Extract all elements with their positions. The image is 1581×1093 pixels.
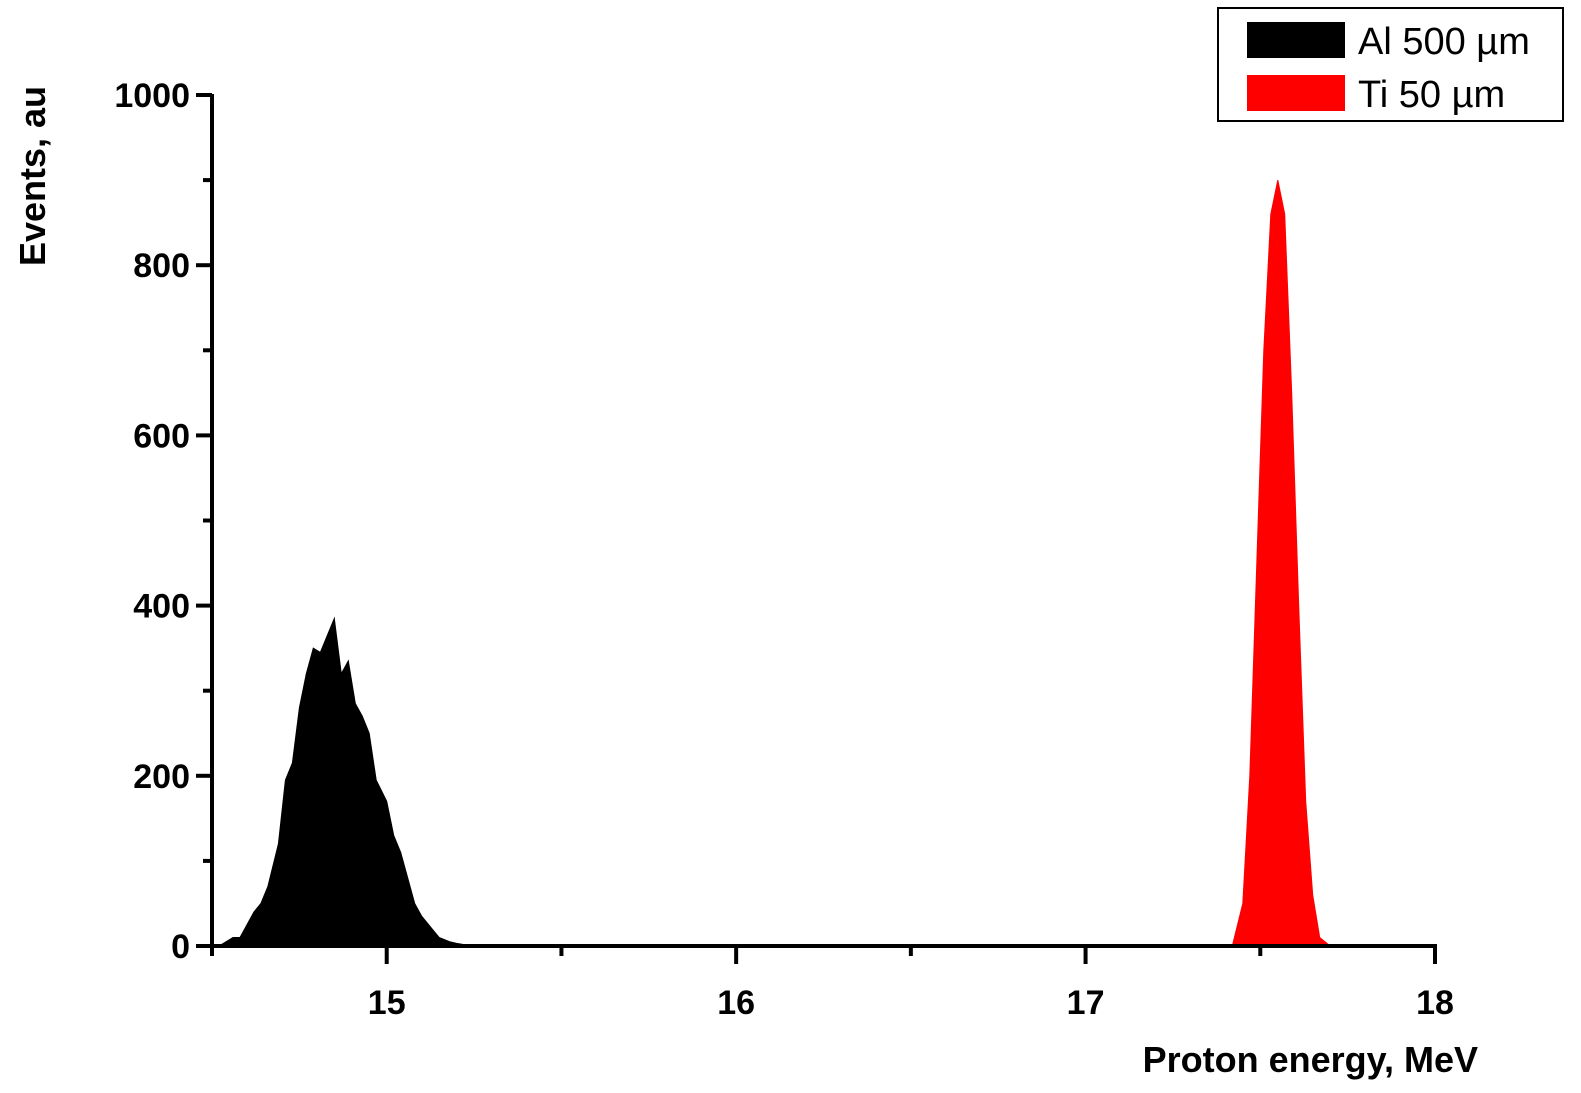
y-tick-label-1: 200 xyxy=(133,758,190,796)
y-tick-label-2: 400 xyxy=(133,588,190,626)
legend-swatch-ti xyxy=(1247,75,1345,111)
legend-label-ti: Ti 50 µm xyxy=(1358,74,1505,116)
y-tick-label-5: 1000 xyxy=(114,77,190,115)
legend-swatch-al xyxy=(1247,22,1345,58)
x-tick-label-1: 16 xyxy=(717,984,755,1022)
legend-label-al: Al 500 µm xyxy=(1358,21,1530,63)
ticks-layer: 0 200 400 600 800 1000 15 16 17 18 xyxy=(114,77,1454,1022)
x-tick-label-0: 15 xyxy=(368,984,406,1022)
legend: Al 500 µm Ti 50 µm xyxy=(1217,7,1564,122)
series-area-1 xyxy=(1231,179,1332,947)
y-tick-label-0: 0 xyxy=(171,928,190,966)
series-layer xyxy=(217,179,1332,947)
y-tick-label-4: 800 xyxy=(133,247,190,285)
x-tick-label-3: 18 xyxy=(1416,984,1454,1022)
y-axis-title: Events, au xyxy=(12,86,53,266)
x-axis-title: Proton energy, MeV xyxy=(1143,1039,1478,1080)
series-area-0 xyxy=(217,616,475,947)
y-tick-label-3: 600 xyxy=(133,417,190,455)
x-tick-label-2: 17 xyxy=(1067,984,1105,1022)
